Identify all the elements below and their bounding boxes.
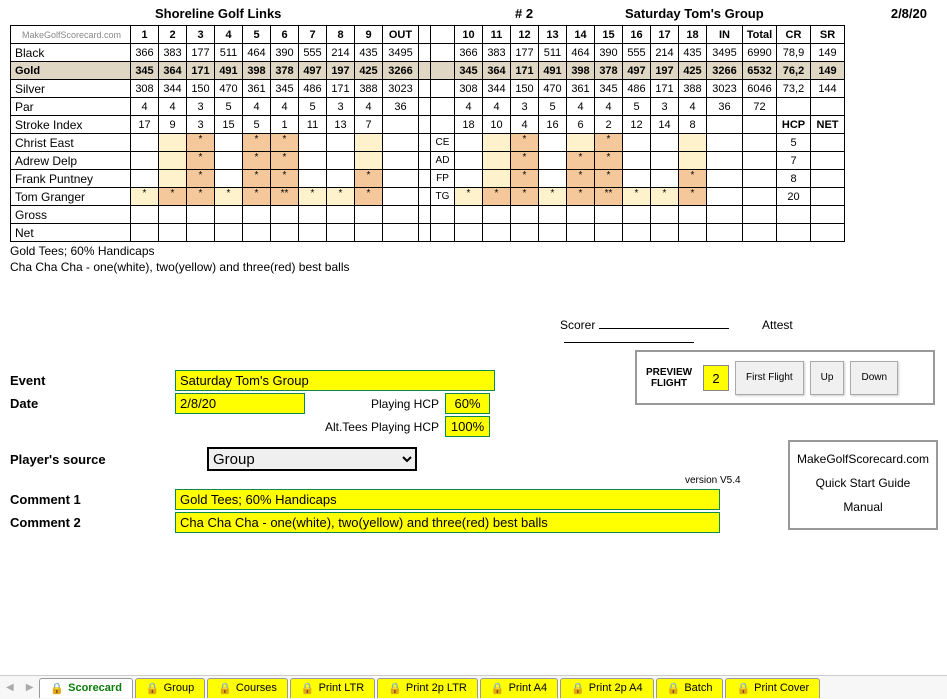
note-line-1: Gold Tees; 60% Handicaps bbox=[10, 244, 937, 258]
source-label: Player's source bbox=[10, 452, 175, 467]
player-initials-2: FP bbox=[431, 170, 455, 188]
tab-batch[interactable]: 🔒Batch bbox=[656, 678, 724, 698]
tab-scorecard[interactable]: 🔒Scorecard bbox=[39, 678, 133, 698]
nav-prev-icon[interactable]: ◀ bbox=[0, 682, 20, 693]
lock-icon: 🔒 bbox=[50, 682, 64, 695]
info-site: MakeGolfScorecard.com bbox=[794, 452, 932, 466]
player-name-1: Adrew Delp bbox=[11, 152, 131, 170]
preview-label: PREVIEW FLIGHT bbox=[641, 367, 697, 389]
version-text: version V5.4 bbox=[685, 475, 741, 486]
lock-icon: 🔒 bbox=[667, 682, 681, 695]
preview-flight-box: PREVIEW FLIGHT 2 First Flight Up Down bbox=[635, 350, 935, 405]
tab-courses[interactable]: 🔒Courses bbox=[207, 678, 288, 698]
player-initials-1: AD bbox=[431, 152, 455, 170]
tab-print-2p-a4[interactable]: 🔒Print 2p A4 bbox=[560, 678, 654, 698]
player-source-select[interactable]: Group bbox=[207, 447, 417, 471]
date-field[interactable]: 2/8/20 bbox=[175, 393, 305, 414]
player-hcp-3: 20 bbox=[777, 188, 811, 206]
row-label-par: Par bbox=[11, 98, 131, 116]
player-hcp-1: 7 bbox=[777, 152, 811, 170]
first-flight-button[interactable]: First Flight bbox=[735, 361, 804, 395]
header-date: 2/8/20 bbox=[891, 6, 927, 21]
attest-label: Attest bbox=[762, 318, 793, 332]
row-label-si: Stroke Index bbox=[11, 116, 131, 134]
scorecard-table: MakeGolfScorecard.com123456789OUT1011121… bbox=[10, 25, 845, 242]
comment2-label: Comment 2 bbox=[10, 515, 175, 530]
row-label-black: Black bbox=[11, 44, 131, 62]
player-name-2: Frank Puntney bbox=[11, 170, 131, 188]
playing-hcp-label: Playing HCP bbox=[305, 397, 445, 411]
preview-number[interactable]: 2 bbox=[703, 365, 729, 391]
lock-icon: 🔒 bbox=[146, 682, 160, 695]
player-hcp-0: 5 bbox=[777, 134, 811, 152]
player-initials-3: TG bbox=[431, 188, 455, 206]
nav-next-icon[interactable]: ▶ bbox=[20, 682, 40, 693]
lock-icon: 🔒 bbox=[301, 682, 315, 695]
alt-hcp-field[interactable]: 100% bbox=[445, 416, 490, 437]
info-guide[interactable]: Quick Start Guide bbox=[794, 476, 932, 490]
row-label-silver: Silver bbox=[11, 80, 131, 98]
player-initials-0: CE bbox=[431, 134, 455, 152]
event-field[interactable]: Saturday Tom's Group bbox=[175, 370, 495, 391]
lock-icon: 🔒 bbox=[388, 682, 402, 695]
lock-icon: 🔒 bbox=[218, 682, 232, 695]
date-label: Date bbox=[10, 396, 175, 411]
lock-icon: 🔒 bbox=[571, 682, 585, 695]
event-label: Event bbox=[10, 373, 175, 388]
sheet-tabs: ◀ ▶ 🔒Scorecard🔒Group🔒Courses🔒Print LTR🔒P… bbox=[0, 675, 947, 699]
info-box: MakeGolfScorecard.com Quick Start Guide … bbox=[788, 440, 938, 530]
lock-icon: 🔒 bbox=[491, 682, 505, 695]
player-name-0: Christ East bbox=[11, 134, 131, 152]
alt-hcp-label: Alt.Tees Playing HCP bbox=[305, 420, 445, 434]
brand-cell: MakeGolfScorecard.com bbox=[11, 26, 131, 44]
tab-group[interactable]: 🔒Group bbox=[135, 678, 205, 698]
flight-number: # 2 bbox=[515, 6, 533, 21]
group-name: Saturday Tom's Group bbox=[625, 6, 764, 21]
tab-print-cover[interactable]: 🔒Print Cover bbox=[725, 678, 820, 698]
tab-print-ltr[interactable]: 🔒Print LTR bbox=[290, 678, 375, 698]
note-line-2: Cha Cha Cha - one(white), two(yellow) an… bbox=[10, 260, 937, 274]
comment1-label: Comment 1 bbox=[10, 492, 175, 507]
lock-icon: 🔒 bbox=[736, 682, 750, 695]
scorer-label: Scorer bbox=[560, 318, 595, 332]
up-button[interactable]: Up bbox=[810, 361, 845, 395]
row-label-gold: Gold bbox=[11, 62, 131, 80]
comment2-field[interactable]: Cha Cha Cha - one(white), two(yellow) an… bbox=[175, 512, 720, 533]
tab-print-2p-ltr[interactable]: 🔒Print 2p LTR bbox=[377, 678, 478, 698]
info-manual[interactable]: Manual bbox=[794, 500, 932, 514]
playing-hcp-field[interactable]: 60% bbox=[445, 393, 490, 414]
down-button[interactable]: Down bbox=[850, 361, 898, 395]
tab-print-a4[interactable]: 🔒Print A4 bbox=[480, 678, 558, 698]
player-hcp-2: 8 bbox=[777, 170, 811, 188]
course-title: Shoreline Golf Links bbox=[155, 6, 281, 21]
player-name-3: Tom Granger bbox=[11, 188, 131, 206]
comment1-field[interactable]: Gold Tees; 60% Handicaps bbox=[175, 489, 720, 510]
